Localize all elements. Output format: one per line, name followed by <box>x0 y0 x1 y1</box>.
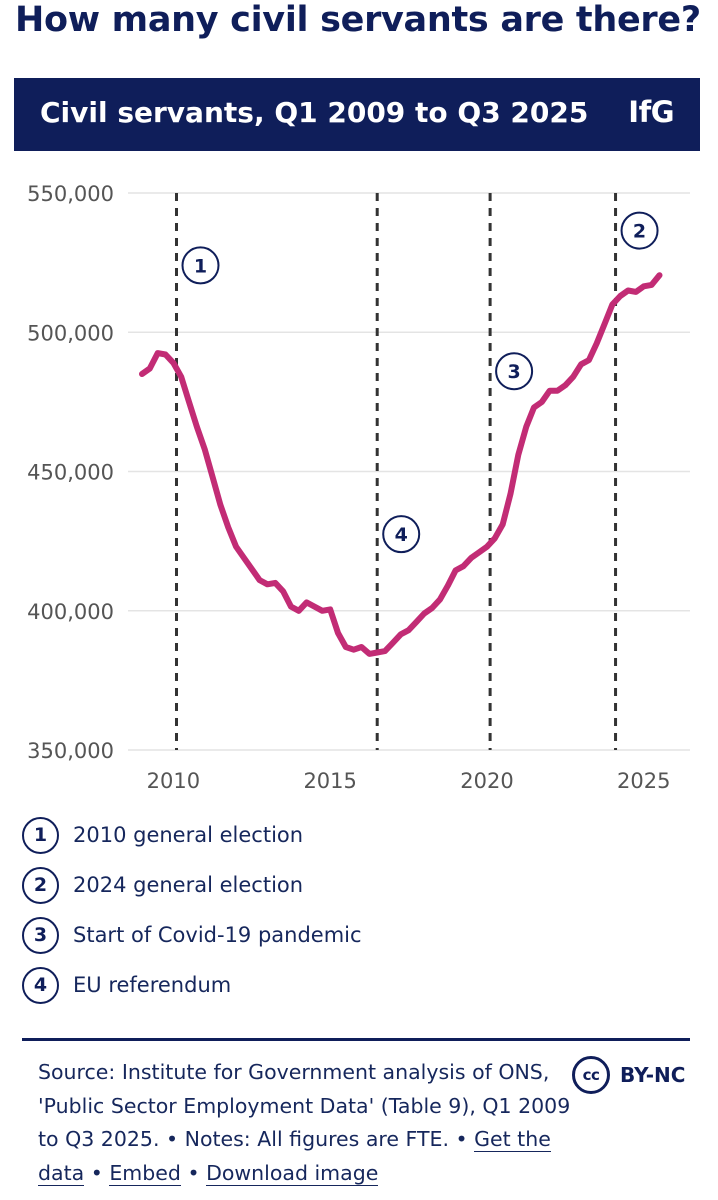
source-note: Source: Institute for Government analysi… <box>38 1056 578 1190</box>
y-tick-label: 350,000 <box>27 739 114 763</box>
line-chart: 350,000 400,000 450,000 500,000 550,000 2010… <box>27 182 690 793</box>
embed-link[interactable]: Embed <box>109 1160 181 1186</box>
marker-circle <box>382 515 421 554</box>
chart-title: Civil servants, Q1 2009 to Q3 2025 <box>40 96 589 129</box>
creative-commons-icon: cc <box>572 1056 610 1094</box>
legend: 1 2010 general election 2 2024 general e… <box>22 810 362 1010</box>
marker-label: 3 <box>507 361 520 383</box>
download-image-link[interactable]: Download image <box>206 1160 379 1186</box>
legend-number-1: 1 <box>22 816 59 854</box>
legend-label: 2024 general election <box>73 873 304 897</box>
event-marker-2: 2 <box>620 211 659 250</box>
legend-number-4: 4 <box>22 966 59 1004</box>
legend-label: EU referendum <box>73 973 232 997</box>
x-tick-label: 2010 <box>147 769 200 793</box>
marker-label: 4 <box>395 524 408 546</box>
x-tick-label: 2015 <box>303 769 356 793</box>
legend-number-3: 3 <box>22 916 59 954</box>
legend-item: 1 2010 general election <box>22 810 362 860</box>
source-text: Source: Institute for Government analysi… <box>38 1060 571 1151</box>
legend-number-2: 2 <box>22 866 59 904</box>
divider <box>22 1038 690 1041</box>
gridlines <box>128 192 690 751</box>
link-separator: • <box>90 1160 103 1185</box>
marker-label: 2 <box>633 221 646 243</box>
legend-item: 4 EU referendum <box>22 960 362 1010</box>
y-axis-ticks: 350,000 400,000 450,000 500,000 550,000 <box>27 182 114 763</box>
series-line <box>139 272 663 657</box>
license-badge: cc BY-NC <box>572 1056 685 1094</box>
marker-circle <box>495 352 534 391</box>
event-markers: 1 2 3 4 <box>181 211 659 554</box>
event-marker-3: 3 <box>495 352 534 391</box>
marker-circle <box>181 246 220 285</box>
legend-item: 3 Start of Covid-19 pandemic <box>22 910 362 960</box>
marker-label: 1 <box>194 255 207 277</box>
link-separator: • <box>187 1160 200 1185</box>
x-tick-label: 2025 <box>617 769 670 793</box>
y-tick-label: 500,000 <box>27 321 114 345</box>
legend-label: Start of Covid-19 pandemic <box>73 923 362 947</box>
license-text: BY-NC <box>620 1063 686 1087</box>
event-lines <box>174 193 618 750</box>
y-tick-label: 400,000 <box>27 600 114 624</box>
headline: How many civil servants are there? <box>15 0 701 40</box>
y-tick-label: 550,000 <box>27 182 114 206</box>
y-tick-label: 450,000 <box>27 461 114 485</box>
event-marker-4: 4 <box>382 515 421 554</box>
series <box>139 272 663 657</box>
chart-banner: Civil servants, Q1 2009 to Q3 2025 IfG <box>14 78 700 151</box>
marker-circle <box>620 211 659 250</box>
event-marker-1: 1 <box>181 246 220 285</box>
legend-label: 2010 general election <box>73 823 304 847</box>
x-tick-label: 2020 <box>460 769 513 793</box>
x-axis-ticks: 2010 2015 2020 2025 <box>147 769 671 793</box>
legend-item: 2 2024 general election <box>22 860 362 910</box>
ifg-logo: IfG <box>628 95 674 129</box>
get-data-link[interactable]: Get the data <box>38 1127 551 1186</box>
